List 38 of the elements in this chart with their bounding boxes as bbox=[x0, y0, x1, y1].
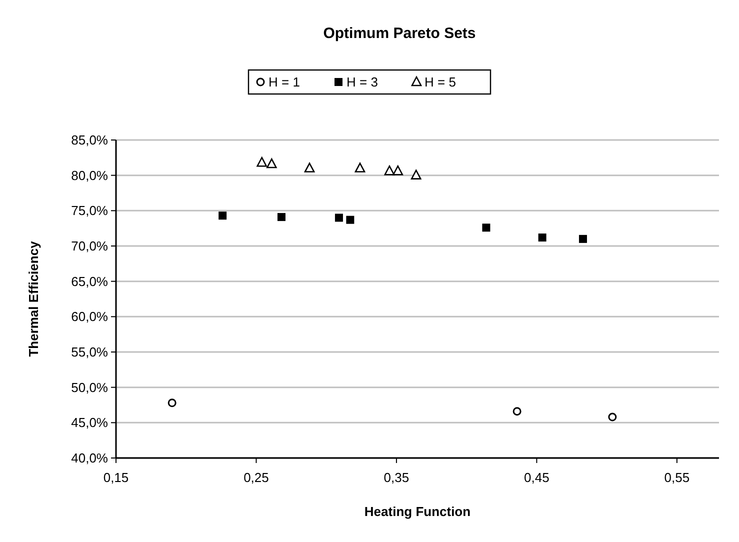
chart-title: Optimum Pareto Sets bbox=[323, 25, 476, 42]
point bbox=[410, 170, 422, 180]
x-tick-label: 0,45 bbox=[524, 470, 550, 485]
y-tick-label: 45,0% bbox=[71, 415, 108, 430]
y-tick-label: 40,0% bbox=[71, 450, 108, 466]
x-tick-label: 0,15 bbox=[103, 470, 129, 485]
y-tick-label: 50,0% bbox=[71, 380, 108, 395]
x-tick-label: 0,35 bbox=[384, 470, 410, 485]
point bbox=[266, 158, 277, 168]
point bbox=[334, 214, 343, 222]
point bbox=[218, 212, 227, 220]
y-tick-label: 65,0% bbox=[71, 274, 108, 289]
point bbox=[578, 234, 587, 243]
point bbox=[512, 407, 522, 416]
y-tick-label: 85,0% bbox=[71, 132, 108, 148]
x-axis-title: Heating Function bbox=[364, 504, 471, 519]
point bbox=[168, 398, 176, 408]
y-tick-label: 55,0% bbox=[71, 344, 108, 360]
legend-label: H = 5 bbox=[424, 74, 456, 90]
point bbox=[608, 412, 617, 422]
y-tick-label: 80,0% bbox=[71, 168, 108, 183]
point bbox=[354, 162, 366, 172]
x-tick-label: 0,25 bbox=[244, 470, 269, 485]
legend-label: H = 1 bbox=[268, 74, 300, 90]
point bbox=[304, 162, 315, 172]
point bbox=[346, 216, 354, 224]
x-tick-label: 0,55 bbox=[664, 470, 690, 485]
point bbox=[482, 224, 490, 232]
point bbox=[392, 165, 404, 176]
point bbox=[256, 156, 267, 167]
point bbox=[384, 165, 395, 176]
point bbox=[538, 234, 546, 242]
y-axis-title: Thermal Efficiency bbox=[26, 240, 41, 357]
legend-label: H = 3 bbox=[346, 74, 378, 90]
point bbox=[277, 213, 286, 222]
y-tick-label: 60,0% bbox=[71, 309, 108, 324]
y-tick-label: 75,0% bbox=[71, 203, 108, 218]
y-tick-label: 70,0% bbox=[71, 238, 108, 254]
